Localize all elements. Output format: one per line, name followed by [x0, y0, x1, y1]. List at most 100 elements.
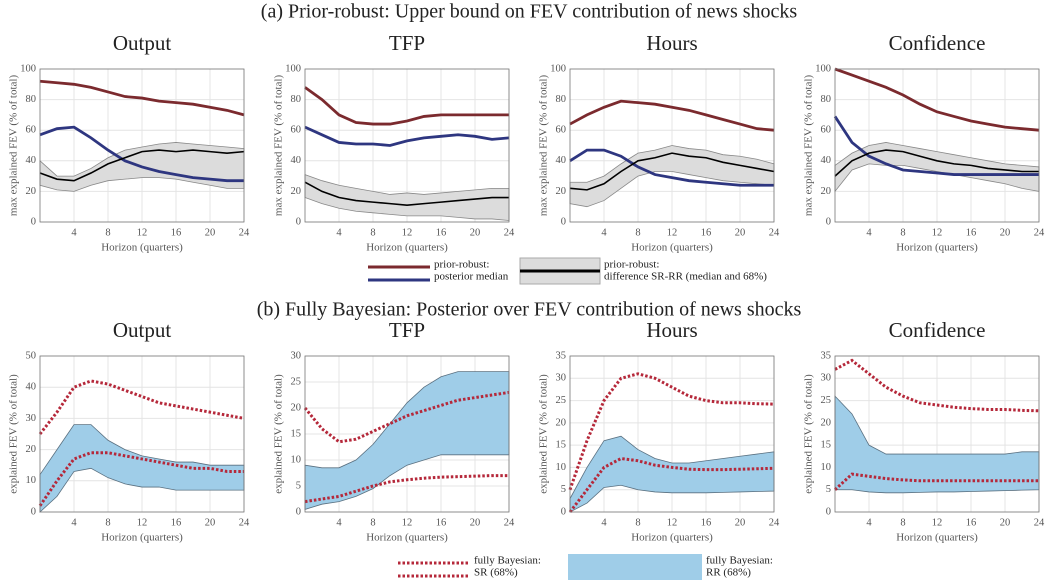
- series-line: [833, 115, 1039, 176]
- chart-title: TFP: [389, 318, 425, 342]
- x-tick-label: 12: [137, 517, 148, 528]
- x-tick-label: 24: [504, 517, 515, 528]
- x-tick-label: 20: [1000, 517, 1011, 528]
- series-line: [38, 379, 245, 435]
- y-tick-label: 25: [556, 395, 567, 406]
- y-tick-label: 30: [291, 350, 302, 361]
- y-tick-label: 5: [561, 484, 566, 495]
- plot-frame: [834, 68, 1040, 223]
- y-tick-label: 40: [821, 155, 832, 166]
- y-tick-label: 40: [556, 155, 567, 166]
- x-tick-label: 4: [601, 517, 607, 528]
- y-tick-label: 5: [826, 484, 831, 495]
- y-tick-label: 20: [821, 417, 832, 428]
- y-tick-label: 40: [26, 382, 37, 393]
- y-tick-label: 0: [826, 506, 831, 517]
- plot-frame: [569, 68, 775, 223]
- y-tick-label: 20: [26, 444, 37, 455]
- series-line: [834, 358, 1040, 413]
- x-axis-label: Horizon (quarters): [101, 242, 183, 254]
- y-axis-label: max explained FEV (% of total): [273, 75, 285, 217]
- y-tick-label: 0: [296, 506, 301, 517]
- y-tick-label: 5: [296, 480, 301, 491]
- x-tick-label: 12: [402, 517, 413, 528]
- y-tick-label: 25: [821, 395, 832, 406]
- legend-label: RR (68%): [706, 567, 751, 579]
- series-line: [569, 99, 775, 132]
- series-line: [568, 456, 775, 513]
- x-tick-label: 16: [966, 227, 977, 238]
- x-tick-label: 8: [900, 227, 905, 238]
- y-tick-label: 0: [561, 216, 566, 227]
- x-tick-label: 20: [205, 227, 216, 238]
- y-tick-label: 20: [556, 186, 567, 197]
- x-tick-label: 16: [966, 517, 977, 528]
- x-tick-label: 8: [370, 517, 375, 528]
- y-tick-label: 30: [26, 413, 37, 424]
- series-line: [39, 125, 244, 183]
- y-tick-label: 50: [26, 350, 37, 361]
- y-tick-label: 10: [556, 462, 567, 473]
- y-axis-label: max explained FEV (% of total): [8, 75, 20, 217]
- y-tick-label: 60: [291, 125, 302, 136]
- x-tick-label: 12: [667, 227, 678, 238]
- x-tick-label: 4: [601, 227, 607, 238]
- x-tick-label: 24: [769, 517, 780, 528]
- x-axis-label: Horizon (quarters): [631, 242, 713, 254]
- legend-label: prior-robust:: [434, 259, 489, 271]
- x-tick-label: 16: [701, 517, 712, 528]
- legend-swatch: [568, 554, 702, 580]
- y-tick-label: 40: [291, 155, 302, 166]
- series-line: [569, 148, 774, 187]
- x-axis-label: Horizon (quarters): [366, 532, 448, 544]
- y-tick-label: 0: [561, 506, 566, 517]
- x-tick-label: 16: [171, 517, 182, 528]
- x-tick-label: 4: [336, 227, 342, 238]
- y-tick-label: 20: [556, 417, 567, 428]
- y-axis-label: explained FEV (% of total): [803, 374, 815, 494]
- section-title: (b) Fully Bayesian: Posterior over FEV c…: [257, 299, 802, 321]
- x-tick-label: 4: [866, 517, 872, 528]
- chart-title: Hours: [646, 31, 697, 55]
- chart-title: Hours: [646, 318, 697, 342]
- plot-frame: [39, 68, 245, 223]
- y-tick-label: 15: [291, 428, 302, 439]
- series-line: [568, 372, 775, 491]
- x-tick-label: 12: [932, 227, 943, 238]
- x-tick-label: 20: [1000, 227, 1011, 238]
- y-tick-label: 15: [556, 440, 567, 451]
- legend-label: posterior median: [434, 271, 509, 283]
- y-tick-label: 30: [821, 373, 832, 384]
- y-axis-label: explained FEV (% of total): [273, 374, 285, 494]
- x-tick-label: 24: [769, 227, 780, 238]
- y-axis-label: explained FEV (% of total): [538, 374, 550, 494]
- x-tick-label: 8: [635, 227, 640, 238]
- x-tick-label: 20: [470, 227, 481, 238]
- y-tick-label: 20: [291, 186, 302, 197]
- y-tick-label: 60: [556, 125, 567, 136]
- series-line: [304, 125, 510, 147]
- y-tick-label: 60: [821, 125, 832, 136]
- y-axis-label: max explained FEV (% of total): [538, 75, 550, 217]
- y-tick-label: 10: [26, 475, 37, 486]
- chart-title: Confidence: [889, 318, 986, 342]
- x-tick-label: 4: [336, 517, 342, 528]
- x-tick-label: 4: [71, 227, 77, 238]
- x-tick-label: 8: [370, 227, 375, 238]
- series-line: [39, 79, 245, 117]
- chart-title: Confidence: [889, 31, 986, 55]
- x-tick-label: 20: [735, 227, 746, 238]
- x-axis-label: Horizon (quarters): [101, 532, 183, 544]
- x-tick-label: 4: [71, 517, 77, 528]
- y-tick-label: 0: [31, 216, 36, 227]
- x-tick-label: 8: [105, 517, 110, 528]
- y-tick-label: 80: [291, 94, 302, 105]
- y-tick-label: 10: [291, 454, 302, 465]
- series-line: [834, 149, 1039, 177]
- y-tick-label: 20: [291, 402, 302, 413]
- x-tick-label: 16: [436, 517, 447, 528]
- y-tick-label: 15: [821, 440, 832, 451]
- x-tick-label: 24: [1034, 227, 1045, 238]
- plot-frame: [834, 355, 1040, 513]
